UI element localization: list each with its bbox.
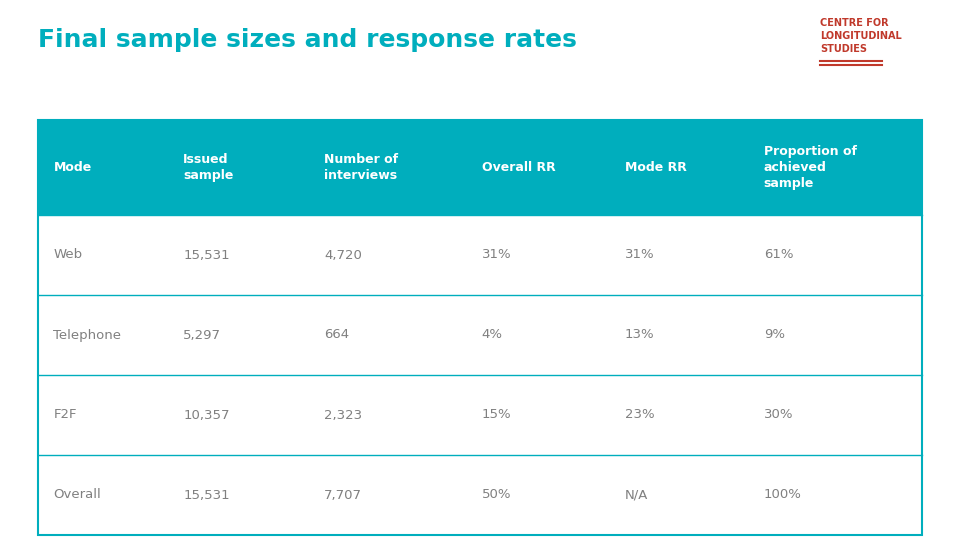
- Text: 23%: 23%: [625, 408, 654, 422]
- Text: 15%: 15%: [482, 408, 512, 422]
- Text: Final sample sizes and response rates: Final sample sizes and response rates: [38, 28, 577, 52]
- Text: Mode: Mode: [54, 161, 91, 174]
- Text: 30%: 30%: [764, 408, 793, 422]
- Text: 15,531: 15,531: [183, 248, 229, 261]
- Text: 31%: 31%: [625, 248, 654, 261]
- Text: 4,720: 4,720: [324, 248, 362, 261]
- Text: 5,297: 5,297: [183, 328, 221, 341]
- Text: Overall: Overall: [54, 489, 101, 502]
- Text: 61%: 61%: [764, 248, 793, 261]
- Text: Web: Web: [54, 248, 83, 261]
- Text: Number of
interviews: Number of interviews: [324, 153, 398, 182]
- Text: 15,531: 15,531: [183, 489, 229, 502]
- Text: Overall RR: Overall RR: [482, 161, 556, 174]
- FancyBboxPatch shape: [38, 120, 922, 215]
- Text: F2F: F2F: [54, 408, 77, 422]
- Text: 10,357: 10,357: [183, 408, 229, 422]
- Text: 100%: 100%: [764, 489, 802, 502]
- Text: 664: 664: [324, 328, 349, 341]
- Text: 2,323: 2,323: [324, 408, 363, 422]
- Text: 50%: 50%: [482, 489, 512, 502]
- Text: 9%: 9%: [764, 328, 784, 341]
- Text: 31%: 31%: [482, 248, 512, 261]
- Text: 13%: 13%: [625, 328, 654, 341]
- Text: LONGITUDINAL: LONGITUDINAL: [820, 31, 901, 41]
- Text: N/A: N/A: [625, 489, 648, 502]
- Text: Telephone: Telephone: [54, 328, 121, 341]
- Text: 4%: 4%: [482, 328, 503, 341]
- Text: Mode RR: Mode RR: [625, 161, 686, 174]
- Text: Proportion of
achieved
sample: Proportion of achieved sample: [764, 145, 856, 190]
- Text: CENTRE FOR: CENTRE FOR: [820, 18, 889, 28]
- Text: 7,707: 7,707: [324, 489, 362, 502]
- Text: Issued
sample: Issued sample: [183, 153, 233, 182]
- Text: STUDIES: STUDIES: [820, 44, 867, 54]
